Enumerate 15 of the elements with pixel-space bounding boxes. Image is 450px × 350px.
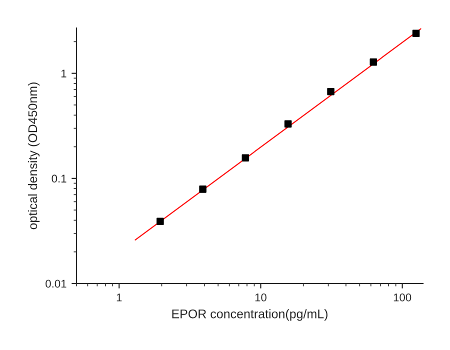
y-tick-label: 1 xyxy=(61,70,66,78)
x-tick-label: 100 xyxy=(394,294,412,302)
point xyxy=(156,218,164,226)
x-tick-label: 10 xyxy=(255,294,266,302)
y-tick-label: 0.1 xyxy=(52,174,66,183)
y-axis-title: optical density (OD450nm) xyxy=(28,82,40,230)
point xyxy=(199,186,206,193)
x-axis-title: EPOR concentration(pg/mL) xyxy=(172,309,328,321)
point xyxy=(327,88,334,96)
point xyxy=(412,30,420,38)
y-tick-label: 0.01 xyxy=(46,280,66,288)
point xyxy=(370,58,378,66)
point xyxy=(242,154,250,162)
x-tick-label: 1 xyxy=(116,294,122,302)
point xyxy=(284,120,292,128)
